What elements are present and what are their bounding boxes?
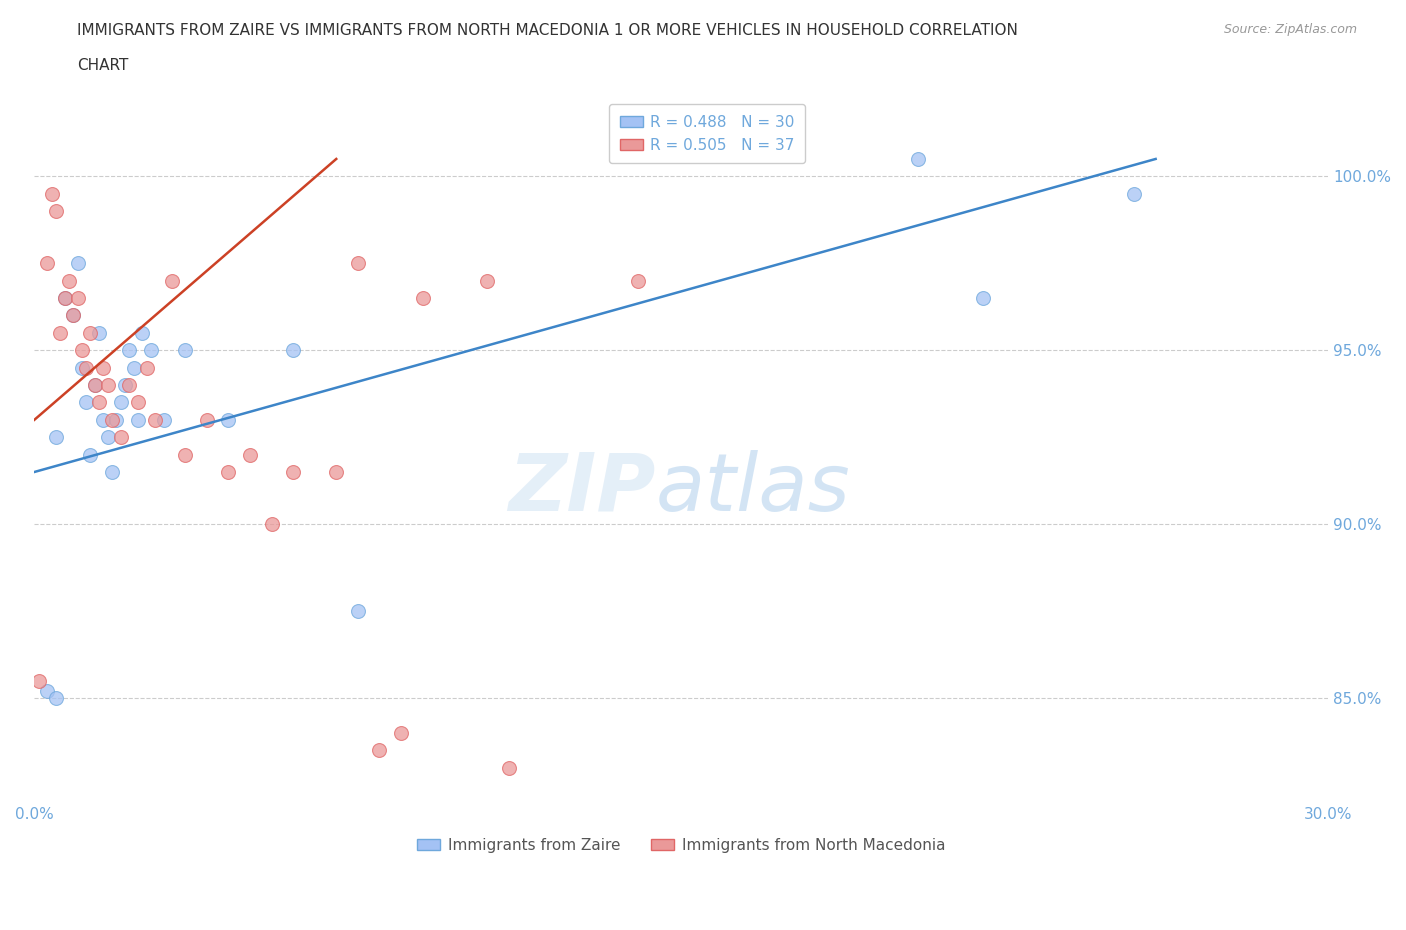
- Point: [174, 343, 197, 358]
- Point: [281, 465, 304, 480]
- Point: [53, 291, 76, 306]
- Point: [135, 360, 157, 375]
- Point: [174, 447, 197, 462]
- Point: [79, 447, 101, 462]
- Point: [412, 291, 434, 306]
- Point: [325, 465, 347, 480]
- Point: [498, 760, 520, 775]
- Point: [66, 291, 89, 306]
- Text: Source: ZipAtlas.com: Source: ZipAtlas.com: [1223, 23, 1357, 36]
- Point: [217, 465, 239, 480]
- Point: [87, 326, 110, 340]
- Point: [62, 308, 84, 323]
- Point: [152, 412, 174, 427]
- Point: [75, 360, 97, 375]
- Point: [66, 256, 89, 271]
- Point: [79, 326, 101, 340]
- Text: ZIP: ZIP: [508, 450, 655, 527]
- Point: [87, 395, 110, 410]
- Point: [70, 343, 93, 358]
- Point: [45, 691, 67, 706]
- Point: [162, 273, 184, 288]
- Point: [62, 308, 84, 323]
- Point: [122, 360, 145, 375]
- Point: [101, 465, 124, 480]
- Point: [972, 291, 994, 306]
- Point: [118, 343, 141, 358]
- Point: [110, 430, 132, 445]
- Point: [260, 517, 283, 532]
- Point: [28, 673, 51, 688]
- Point: [75, 395, 97, 410]
- Point: [139, 343, 162, 358]
- Point: [368, 743, 391, 758]
- Point: [70, 360, 93, 375]
- Point: [97, 430, 120, 445]
- Point: [127, 395, 149, 410]
- Point: [53, 291, 76, 306]
- Point: [37, 256, 59, 271]
- Point: [37, 684, 59, 698]
- Point: [114, 378, 136, 392]
- Point: [45, 204, 67, 219]
- Text: atlas: atlas: [655, 450, 851, 527]
- Point: [58, 273, 80, 288]
- Point: [97, 378, 120, 392]
- Point: [110, 395, 132, 410]
- Point: [217, 412, 239, 427]
- Point: [93, 360, 115, 375]
- Point: [143, 412, 166, 427]
- Point: [127, 412, 149, 427]
- Point: [83, 378, 105, 392]
- Point: [83, 378, 105, 392]
- Point: [49, 326, 72, 340]
- Point: [105, 412, 128, 427]
- Point: [41, 186, 63, 201]
- Point: [1123, 186, 1146, 201]
- Point: [627, 273, 650, 288]
- Point: [239, 447, 262, 462]
- Point: [93, 412, 115, 427]
- Point: [907, 152, 929, 166]
- Point: [389, 725, 412, 740]
- Point: [477, 273, 499, 288]
- Point: [346, 256, 368, 271]
- Text: CHART: CHART: [77, 58, 129, 73]
- Point: [101, 412, 124, 427]
- Point: [131, 326, 153, 340]
- Point: [195, 412, 218, 427]
- Legend: Immigrants from Zaire, Immigrants from North Macedonia: Immigrants from Zaire, Immigrants from N…: [412, 831, 952, 859]
- Text: IMMIGRANTS FROM ZAIRE VS IMMIGRANTS FROM NORTH MACEDONIA 1 OR MORE VEHICLES IN H: IMMIGRANTS FROM ZAIRE VS IMMIGRANTS FROM…: [77, 23, 1018, 38]
- Point: [281, 343, 304, 358]
- Point: [346, 604, 368, 618]
- Point: [118, 378, 141, 392]
- Point: [45, 430, 67, 445]
